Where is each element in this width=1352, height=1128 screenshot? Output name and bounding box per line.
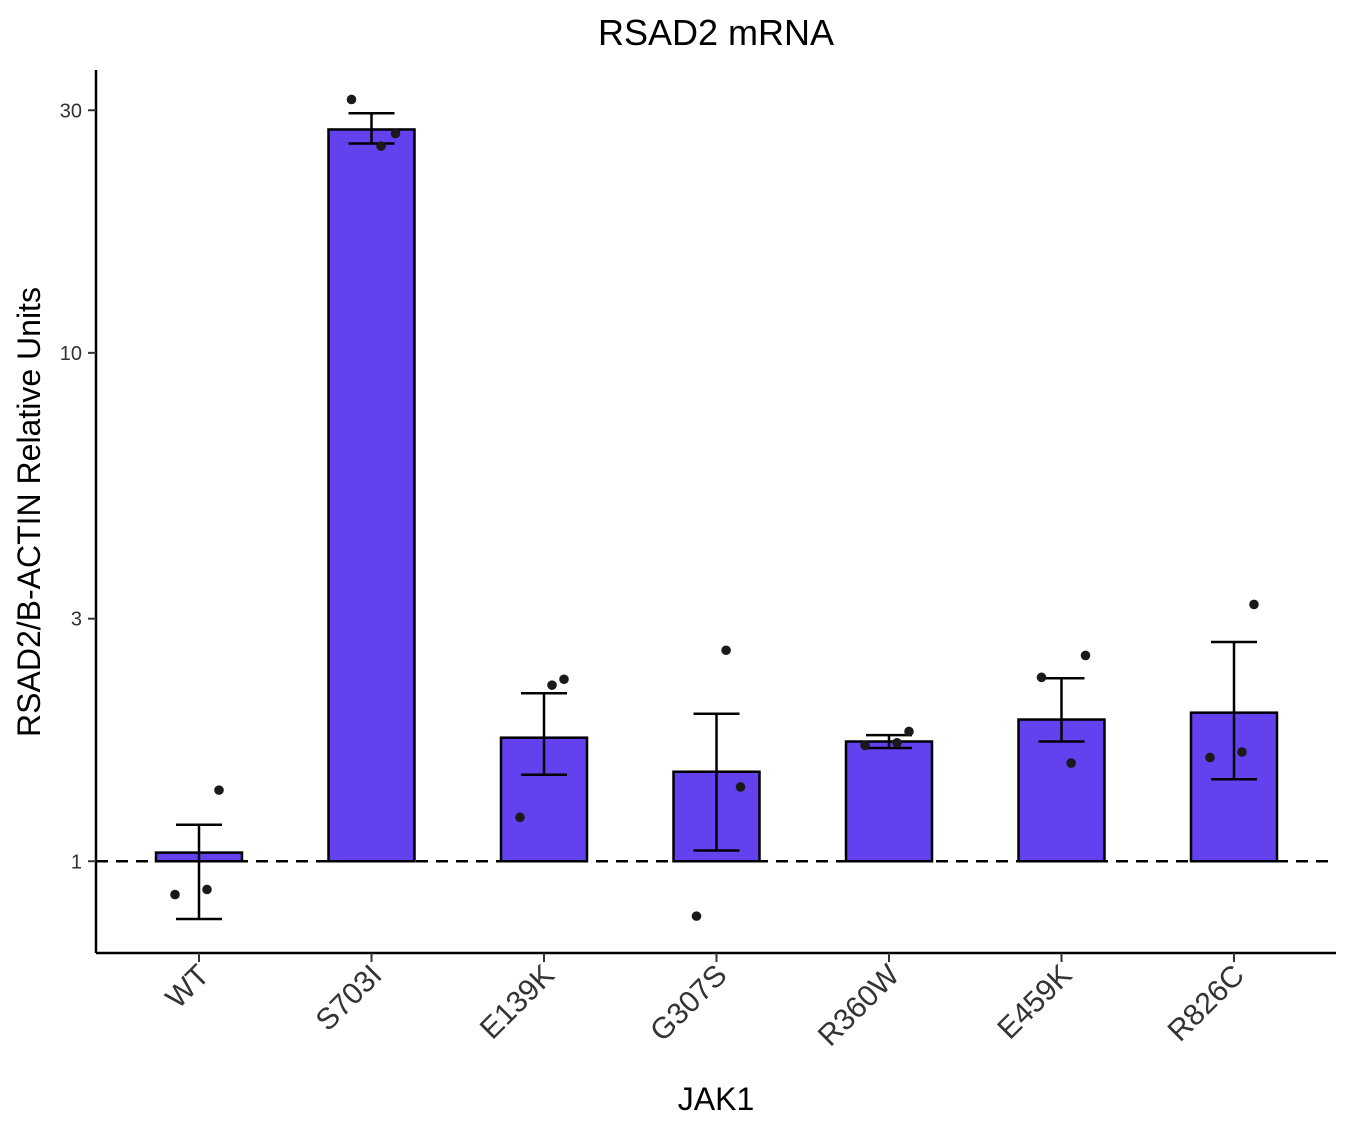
bar-r360w (844, 740, 934, 863)
data-point (1237, 747, 1247, 757)
error-bar-r360w (866, 733, 912, 750)
data-point (390, 128, 401, 139)
data-point (515, 812, 525, 823)
data-point (547, 680, 557, 690)
data-point (170, 889, 180, 900)
x-tick-label-r360w: R360W (812, 958, 907, 1053)
data-point (346, 94, 357, 105)
error-bar-s703i (348, 111, 395, 145)
x-tick-label-e139k: E139K (474, 959, 561, 1046)
y-tick-label: 30 (60, 100, 82, 122)
data-point (1036, 672, 1047, 683)
data-point (1249, 599, 1259, 610)
data-point (559, 674, 569, 685)
data-point (892, 737, 902, 748)
data-point (691, 911, 702, 921)
y-tick-label: 3 (71, 609, 82, 631)
x-tick-label-r826c: R826C (1162, 959, 1251, 1048)
data-point (904, 726, 914, 737)
chart-title: RSAD2 mRNA (598, 12, 834, 53)
data-point (860, 740, 870, 751)
error-bar-wt (176, 823, 222, 921)
data-point (202, 884, 212, 895)
data-point (1080, 650, 1091, 661)
x-axis-title: JAK1 (678, 1081, 754, 1117)
y-axis-title: RSAD2/B-ACTIN Relative Units (11, 287, 47, 737)
x-tick-label-e459k: E459K (991, 959, 1078, 1046)
data-point (721, 645, 731, 656)
plot-area: 1 3 10 30 WT S703I E139K G307S R360W E459K R826C (60, 70, 1336, 1053)
data-point (376, 141, 386, 151)
x-tick-label-wt: WT (160, 959, 216, 1015)
y-tick-label: 1 (71, 851, 82, 873)
data-point (1205, 752, 1215, 763)
bar-s703i (327, 128, 416, 863)
y-tick-label: 10 (60, 343, 82, 365)
bar-e459k (1017, 718, 1106, 863)
x-tick-label-s703i: S703I (310, 959, 389, 1038)
error-bar-r826c (1211, 640, 1257, 781)
x-tick-label-g307s: G307S (644, 959, 733, 1048)
error-bar-g307s (693, 712, 740, 852)
data-point (735, 782, 746, 792)
data-point (214, 785, 224, 795)
error-bar-e139k (521, 692, 567, 776)
data-point (1066, 758, 1076, 768)
